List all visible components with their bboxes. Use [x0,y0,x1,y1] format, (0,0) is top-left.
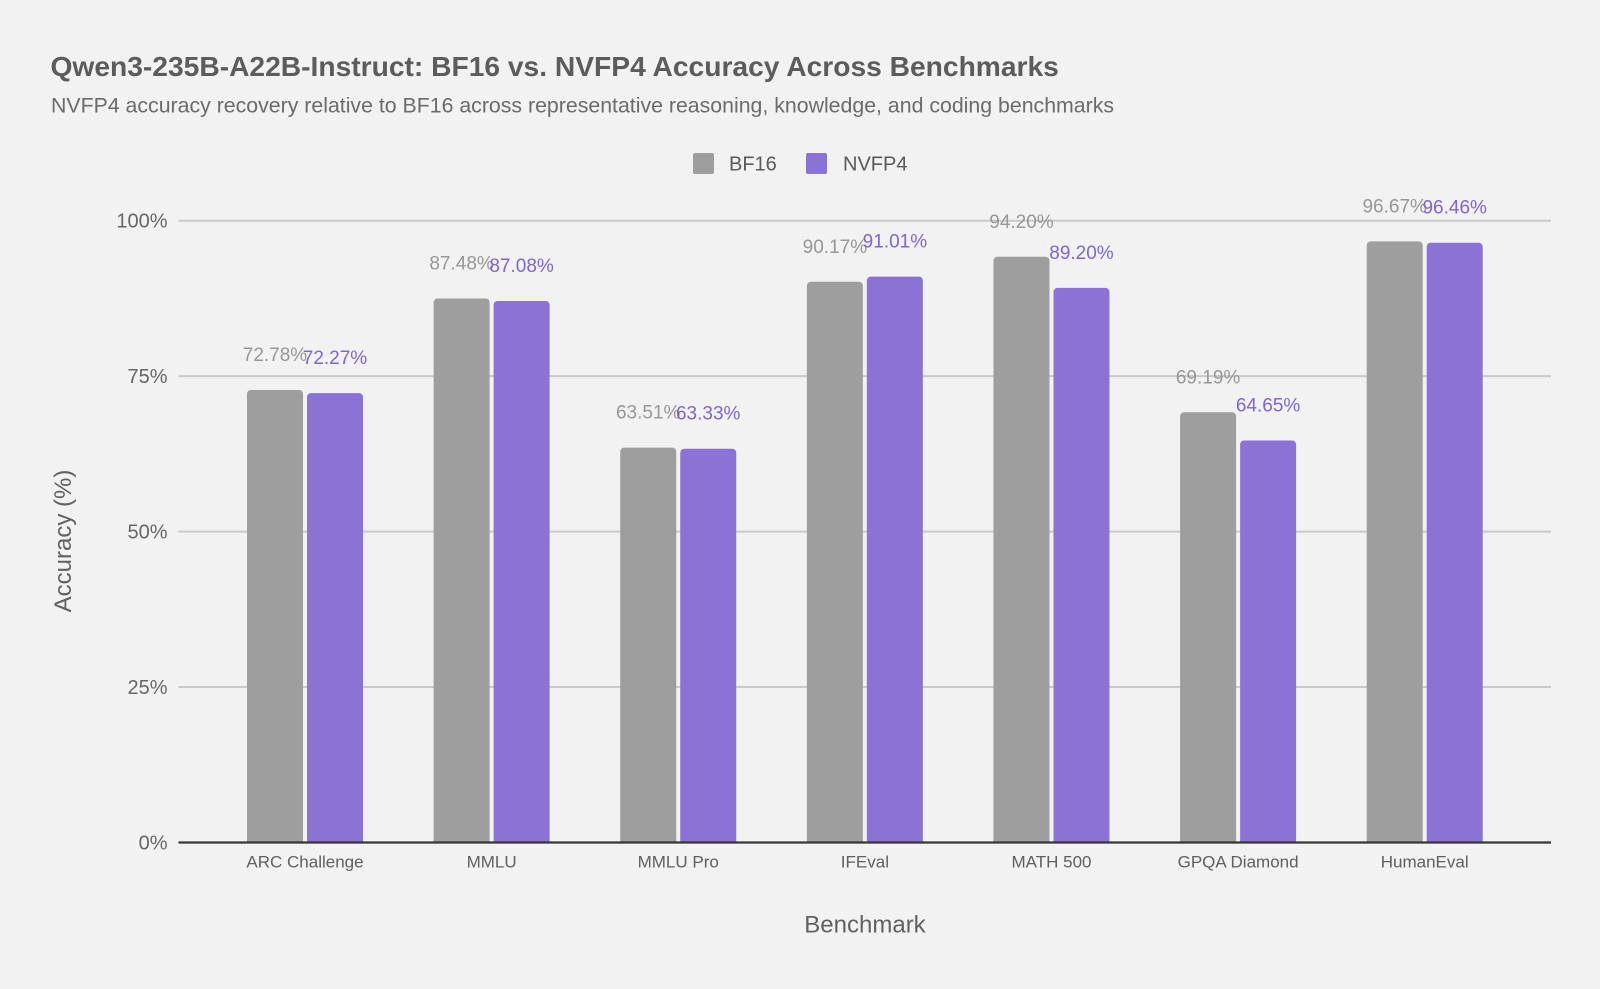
svg-text:96.46%: 96.46% [1422,198,1487,219]
svg-text:Accuracy (%): Accuracy (%) [50,470,77,613]
svg-text:IFEval: IFEval [841,853,889,872]
svg-text:72.27%: 72.27% [303,348,368,369]
svg-text:Qwen3-235B-A22B-Instruct: BF16: Qwen3-235B-A22B-Instruct: BF16 vs. NVFP4… [51,50,1059,82]
svg-text:94.20%: 94.20% [989,212,1054,233]
svg-text:HumanEval: HumanEval [1381,853,1469,872]
svg-text:GPQA Diamond: GPQA Diamond [1178,853,1299,872]
svg-text:50%: 50% [127,522,167,544]
svg-text:69.19%: 69.19% [1176,367,1241,388]
svg-text:MMLU Pro: MMLU Pro [638,853,719,872]
svg-text:63.51%: 63.51% [616,403,681,424]
svg-text:MATH 500: MATH 500 [1012,853,1092,872]
svg-text:89.20%: 89.20% [1049,243,1114,264]
svg-text:91.01%: 91.01% [863,232,928,253]
svg-text:25%: 25% [127,677,167,699]
svg-text:96.67%: 96.67% [1362,196,1427,217]
svg-text:NVFP4 accuracy recovery relati: NVFP4 accuracy recovery relative to BF16… [51,94,1114,118]
svg-text:Benchmark: Benchmark [804,912,926,939]
svg-text:72.78%: 72.78% [243,345,308,366]
svg-text:BF16: BF16 [729,154,777,176]
svg-text:87.48%: 87.48% [429,254,494,275]
svg-text:100%: 100% [116,211,167,233]
svg-text:NVFP4: NVFP4 [843,154,907,176]
svg-text:90.17%: 90.17% [803,237,868,258]
svg-text:63.33%: 63.33% [676,404,741,425]
svg-text:MMLU: MMLU [467,853,517,872]
svg-text:87.08%: 87.08% [489,256,554,277]
svg-text:75%: 75% [127,366,167,388]
svg-text:0%: 0% [139,832,168,854]
svg-text:ARC Challenge: ARC Challenge [246,853,363,872]
svg-text:64.65%: 64.65% [1236,396,1301,417]
